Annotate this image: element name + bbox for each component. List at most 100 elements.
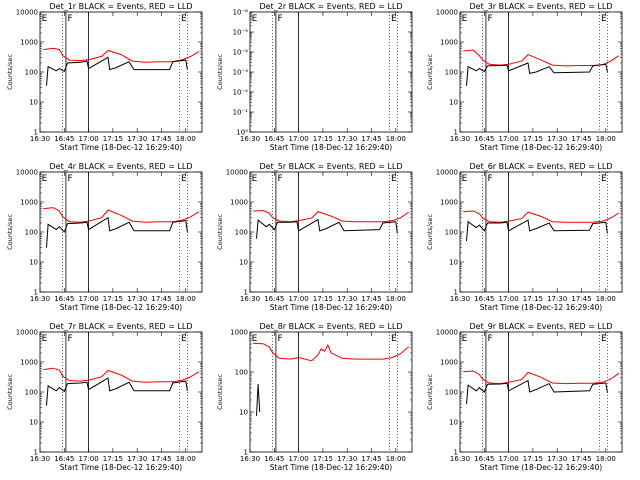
y-axis-title: Counts/sec [6, 54, 14, 90]
x-tick-label: 18:00 [596, 295, 616, 303]
x-tick-label: 16:30 [30, 295, 50, 303]
y-tick-label: 1000 [440, 39, 458, 47]
segment-label: F [68, 14, 73, 24]
y-tick-label: 10⁻³ [233, 69, 249, 77]
y-axis-title: Counts/sec [216, 374, 224, 410]
y-tick-label: 10000 [436, 9, 458, 17]
plot-frame [249, 171, 413, 293]
y-tick-label: 10 [29, 259, 38, 267]
x-tick-label: 17:15 [523, 295, 543, 303]
y-tick-label: 10000 [226, 169, 248, 177]
x-tick-label: 17:00 [289, 455, 309, 463]
events-series-line [46, 216, 188, 248]
plot-title: Det_3r BLACK = Events, RED = LLD [469, 2, 612, 11]
x-axis-title: Start Time (18-Dec-12 16:29:40) [270, 143, 392, 152]
x-tick-label: 17:45 [361, 295, 381, 303]
x-axis-title: Start Time (18-Dec-12 16:29:40) [480, 303, 602, 312]
y-tick-label: 1 [454, 289, 458, 297]
segment-label: F [68, 334, 73, 344]
x-tick-label: 17:15 [103, 135, 123, 143]
x-axis-title: Start Time (18-Dec-12 16:29:40) [270, 463, 392, 472]
lld-series-line [43, 47, 200, 63]
y-tick-label: 10⁻¹ [233, 109, 249, 117]
segment-label: F [68, 174, 73, 184]
x-tick-label: 17:15 [313, 455, 333, 463]
detector-panel-7: Det_7r BLACK = Events, RED = LLD 1 10 100 10… [6, 322, 203, 472]
detector-panel-1: Det_1r BLACK = Events, RED = LLD 1 10 100 10… [6, 2, 203, 152]
detector-panel-9: Det_9r BLACK = Events, RED = LLD 1 10 100 10… [426, 322, 623, 472]
x-tick-label: 17:30 [127, 295, 147, 303]
x-tick-label: 17:30 [547, 295, 567, 303]
x-tick-label: 17:15 [523, 455, 543, 463]
events-series-line [466, 62, 608, 86]
events-series-line [46, 56, 188, 86]
x-tick-label: 16:30 [240, 455, 260, 463]
x-tick-label: 17:30 [337, 135, 357, 143]
y-tick-label: 10⁻⁶ [233, 9, 249, 17]
segment-label: F [278, 14, 283, 24]
y-tick-label: 1 [34, 449, 38, 457]
detector-panel-5: Det_5r BLACK = Events, RED = LLD 1 10 100 10… [216, 162, 413, 312]
x-tick-label: 18:00 [386, 295, 406, 303]
x-tick-label: 16:30 [240, 295, 260, 303]
x-tick-label: 16:45 [474, 295, 494, 303]
x-tick-label: 17:00 [499, 455, 519, 463]
x-tick-label: 16:45 [264, 455, 284, 463]
segment-label: E [181, 334, 187, 344]
detector-panel-4: Det_4r BLACK = Events, RED = LLD 1 10 100 10… [6, 162, 203, 312]
y-tick-label: 10000 [436, 329, 458, 337]
y-tick-label: 10 [239, 259, 248, 267]
x-tick-label: 17:30 [337, 455, 357, 463]
segment-label: E [391, 334, 397, 344]
x-tick-label: 17:00 [79, 295, 99, 303]
segment-label: E [42, 174, 48, 184]
y-tick-label: 1 [454, 129, 458, 137]
y-axis-title: Counts/sec [216, 54, 224, 90]
events-series-line [256, 218, 398, 239]
plot-title: Det_7r BLACK = Events, RED = LLD [49, 322, 192, 331]
segment-label: E [601, 334, 607, 344]
y-tick-label: 1 [454, 449, 458, 457]
plot-title: Det_9r BLACK = Events, RED = LLD [469, 322, 612, 331]
y-tick-label: 100 [445, 69, 458, 77]
x-tick-label: 18:00 [386, 455, 406, 463]
x-tick-label: 16:30 [450, 455, 470, 463]
detector-panel-6: Det_6r BLACK = Events, RED = LLD 1 10 100 10… [426, 162, 623, 312]
x-tick-label: 17:00 [499, 135, 519, 143]
x-tick-label: 17:00 [79, 135, 99, 143]
y-tick-label: 10000 [16, 9, 38, 17]
y-tick-label: 100 [445, 229, 458, 237]
segment-label: F [488, 174, 493, 184]
x-tick-label: 16:45 [54, 455, 74, 463]
segment-label: E [252, 334, 258, 344]
lld-series-line [463, 210, 620, 223]
segment-label: E [462, 174, 468, 184]
x-tick-label: 18:00 [596, 135, 616, 143]
x-tick-label: 17:45 [361, 455, 381, 463]
y-tick-label: 10⁰ [236, 129, 248, 137]
plot-frame [249, 11, 413, 133]
x-tick-label: 18:00 [176, 295, 196, 303]
segment-label: E [601, 14, 607, 24]
detector-panel-2: Det_2r BLACK = Events, RED = LLD 10⁰ 10⁻¹ 1… [216, 2, 413, 152]
x-tick-label: 17:00 [499, 295, 519, 303]
y-tick-label: 1 [244, 449, 248, 457]
detector-panel-8: Det_8r BLACK = Events, RED = LLD 1 10 100 10… [216, 322, 413, 472]
x-axis-title: Start Time (18-Dec-12 16:29:40) [480, 463, 602, 472]
x-tick-label: 16:30 [30, 455, 50, 463]
plot-title: Det_2r BLACK = Events, RED = LLD [259, 2, 402, 11]
x-axis-title: Start Time (18-Dec-12 16:29:40) [480, 143, 602, 152]
y-tick-label: 1000 [440, 359, 458, 367]
plot-frame [459, 171, 623, 293]
y-tick-label: 10 [29, 99, 38, 107]
plot-title: Det_5r BLACK = Events, RED = LLD [259, 162, 402, 171]
x-tick-label: 16:30 [450, 295, 470, 303]
segment-label: E [181, 14, 187, 24]
lld-series-line [43, 207, 200, 223]
y-tick-label: 10 [449, 259, 458, 267]
x-tick-label: 17:15 [313, 135, 333, 143]
x-tick-label: 16:30 [450, 135, 470, 143]
y-tick-label: 10000 [436, 169, 458, 177]
x-tick-label: 18:00 [386, 135, 406, 143]
segment-label: E [391, 14, 397, 24]
